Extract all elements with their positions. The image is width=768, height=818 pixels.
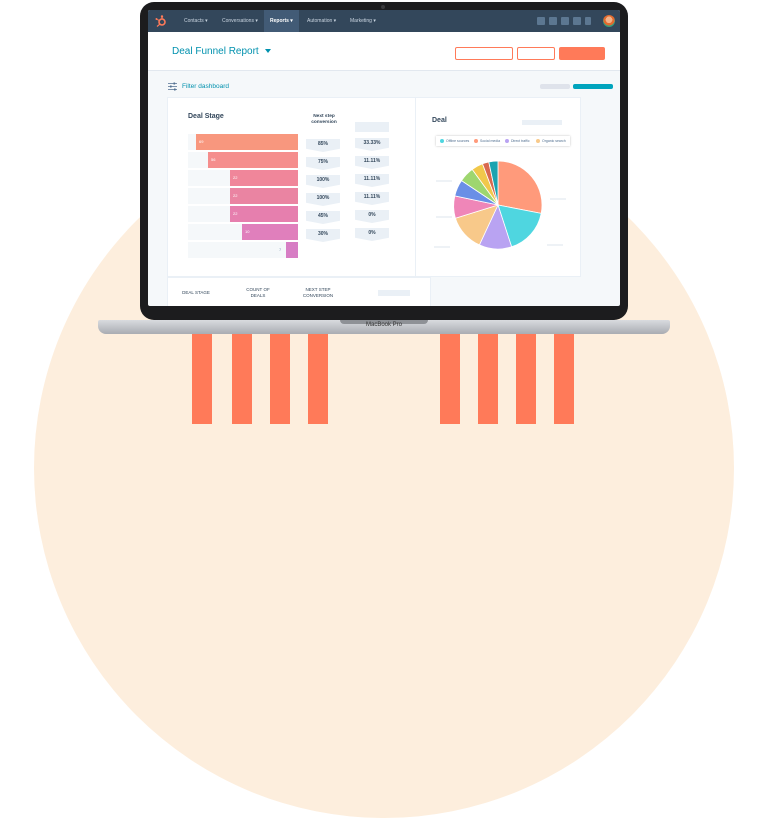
- funnel-bar[interactable]: [230, 206, 298, 222]
- nav-icon[interactable]: [549, 17, 557, 25]
- pie-label-placeholder: [436, 180, 452, 182]
- pie-card-placeholder: [522, 120, 562, 125]
- pie-label-placeholder: [436, 216, 452, 218]
- chevron-down-icon[interactable]: [265, 49, 271, 53]
- funnel-row-background: [188, 242, 298, 258]
- deals-table: DEAL STAGE COUNT OF DEALS NEXT STEP CONV…: [168, 278, 430, 306]
- table-header-next-step: NEXT STEP CONVERSION: [302, 287, 334, 298]
- legend-item: Offline sources: [440, 139, 469, 143]
- cumulative-conversion-value: 0%: [355, 210, 389, 223]
- date-range-toggle-active[interactable]: [573, 84, 613, 89]
- funnel-bar-value: 22: [233, 211, 238, 216]
- date-range-toggle[interactable]: [540, 84, 570, 89]
- nav-automation[interactable]: Automation ▾: [307, 18, 337, 24]
- next-step-conversion-value: 75%: [306, 157, 340, 170]
- nav-icon[interactable]: [561, 17, 569, 25]
- funnel-bar[interactable]: [208, 152, 298, 168]
- next-step-header: Next step conversion: [311, 114, 337, 125]
- nav-icon[interactable]: [573, 17, 581, 25]
- funnel-bar[interactable]: [230, 188, 298, 204]
- funnel-bar-value: 22: [233, 175, 238, 180]
- table-header-deal-stage: DEAL STAGE: [182, 290, 210, 295]
- decor-stripe: [554, 330, 574, 424]
- funnel-bar-value: 7: [279, 247, 282, 252]
- top-nav: Contacts ▾ Conversations ▾ Reports ▾ Aut…: [148, 10, 620, 32]
- legend-dot-icon: [474, 139, 478, 143]
- pie-chart: [453, 160, 543, 250]
- next-step-conversion-value: 30%: [306, 229, 340, 242]
- funnel-bar[interactable]: [230, 170, 298, 186]
- pie-slice: [497, 204, 542, 248]
- decor-stripe: [440, 330, 460, 424]
- decor-stripe: [308, 330, 328, 424]
- action-button-outline[interactable]: [455, 47, 513, 60]
- laptop-bezel: Contacts ▾ Conversations ▾ Reports ▾ Aut…: [140, 2, 628, 320]
- cumulative-conversion-value: 11.11%: [355, 156, 389, 169]
- legend-item: Social media: [474, 139, 500, 143]
- legend-dot-icon: [505, 139, 509, 143]
- cumulative-conversion-value: 33.33%: [355, 138, 389, 151]
- next-step-conversion-value: 85%: [306, 139, 340, 152]
- page-title: Deal Funnel Report: [172, 46, 259, 57]
- camera-icon: [381, 5, 385, 9]
- pie-legend: Offline sources Social media Direct traf…: [436, 136, 570, 146]
- cumulative-conversion-value: 0%: [355, 228, 389, 241]
- pie-slice: [497, 160, 543, 214]
- funnel-bar[interactable]: [196, 134, 298, 150]
- nav-conversations[interactable]: Conversations ▾: [222, 18, 258, 24]
- decor-stripe: [192, 330, 212, 424]
- pie-label-placeholder: [547, 244, 563, 246]
- cumulative-conversion-value: 11.11%: [355, 192, 389, 205]
- pie-slice: [488, 160, 499, 206]
- nav-reports[interactable]: Reports ▾: [264, 10, 299, 32]
- decor-stripe: [232, 330, 252, 424]
- cumulative-conversion-value: 11.11%: [355, 174, 389, 187]
- funnel-bar-value: 22: [233, 193, 238, 198]
- next-step-conversion-value: 100%: [306, 175, 340, 188]
- primary-action-button[interactable]: [559, 47, 605, 60]
- laptop-notch: [340, 320, 428, 324]
- decor-stripe: [270, 330, 290, 424]
- report-header: Deal Funnel Report: [148, 32, 620, 71]
- funnel-bar[interactable]: [242, 224, 298, 240]
- column-header-placeholder: [355, 122, 389, 132]
- laptop-base: [98, 320, 670, 334]
- nav-icon[interactable]: [585, 17, 591, 25]
- decor-stripe: [478, 330, 498, 424]
- funnel-bar-value: 69: [199, 139, 204, 144]
- next-step-conversion-value: 100%: [306, 193, 340, 206]
- table-header-count: COUNT OF DEALS: [246, 287, 270, 298]
- device-label: MacBook Pro: [365, 322, 402, 328]
- legend-item: Direct traffic: [505, 139, 530, 143]
- action-button-outline[interactable]: [517, 47, 555, 60]
- legend-dot-icon: [440, 139, 444, 143]
- legend-item: Organic search: [536, 139, 566, 143]
- funnel-bar[interactable]: [286, 242, 298, 258]
- pie-card-title: Deal: [432, 117, 447, 124]
- funnel-card-title: Deal Stage: [188, 113, 224, 120]
- funnel-bar-value: 56: [211, 157, 216, 162]
- next-step-conversion-value: 45%: [306, 211, 340, 224]
- nav-marketing[interactable]: Marketing ▾: [350, 18, 376, 24]
- table-header-placeholder: [378, 290, 410, 296]
- pie-label-placeholder: [550, 198, 566, 200]
- hubspot-logo-icon[interactable]: [154, 14, 168, 28]
- pie-label-placeholder: [434, 246, 450, 248]
- laptop-screen: Contacts ▾ Conversations ▾ Reports ▾ Aut…: [148, 10, 620, 306]
- nav-contacts[interactable]: Contacts ▾: [184, 18, 208, 24]
- avatar[interactable]: [603, 15, 615, 27]
- filter-icon[interactable]: [168, 82, 177, 91]
- filter-dashboard-link[interactable]: Filter dashboard: [182, 83, 229, 90]
- decor-stripe: [516, 330, 536, 424]
- funnel-bar-value: 10: [245, 229, 250, 234]
- legend-dot-icon: [536, 139, 540, 143]
- nav-icon[interactable]: [537, 17, 545, 25]
